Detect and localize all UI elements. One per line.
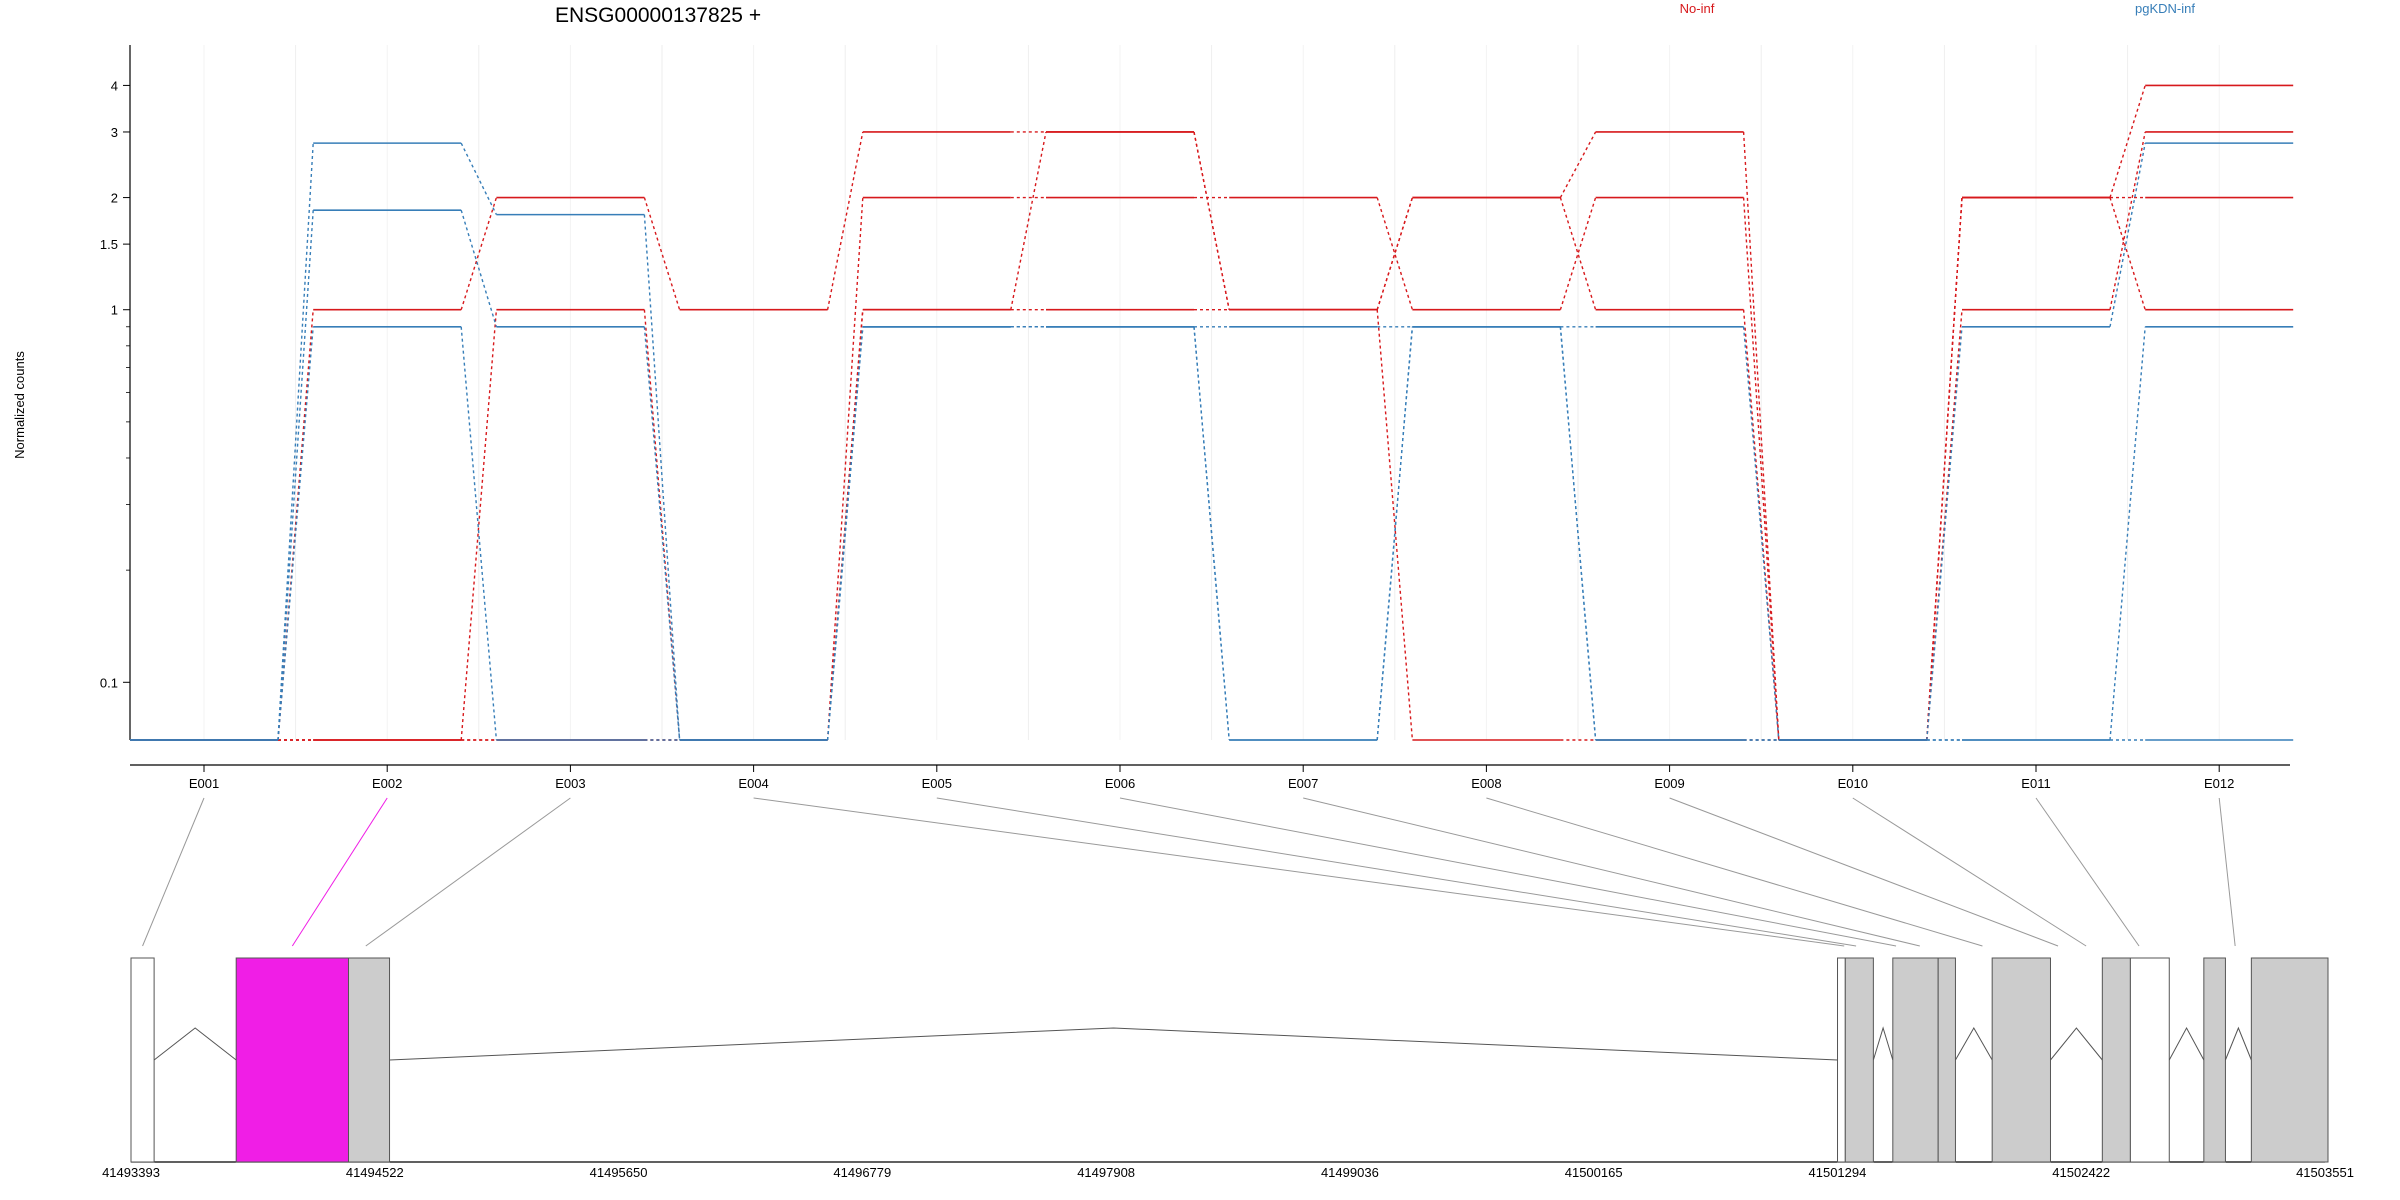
x-tick-label: E003 — [555, 776, 585, 791]
exon-connector — [2035, 797, 2140, 947]
exon-connector — [1852, 797, 2087, 947]
exon-box — [1844, 957, 1874, 1163]
data-transition — [1376, 197, 1414, 310]
x-tick-label: E010 — [1838, 776, 1868, 791]
exon-box — [1892, 957, 1939, 1163]
x-tick-label: E011 — [2021, 776, 2050, 791]
x-tick-label: E007 — [1288, 776, 1318, 791]
legend-label: No-inf — [1680, 1, 1715, 16]
data-transition — [1926, 197, 1963, 741]
data-transition — [1559, 197, 1597, 310]
exon-box — [2203, 957, 2226, 1163]
series-layer — [130, 84, 2294, 741]
axes-layer — [123, 45, 2290, 772]
x-tick-label: E005 — [922, 776, 952, 791]
data-transition — [643, 197, 681, 310]
genomic-coordinate-label: 41493393 — [102, 1165, 160, 1180]
text-layer: ENSG00000137825 + Normalized counts 0.1 1… — [12, 1, 2354, 1180]
exon-box — [1837, 957, 1846, 1163]
x-tick-label: E009 — [1654, 776, 1684, 791]
data-transition — [460, 209, 498, 327]
data-transition — [1376, 197, 1414, 310]
x-tick-label: E004 — [738, 776, 768, 791]
grid-layer — [203, 45, 2220, 740]
exon-box — [2101, 957, 2131, 1163]
exon-connector — [936, 797, 1857, 947]
x-tick-label: E012 — [2204, 776, 2234, 791]
intron — [1872, 1026, 1894, 1061]
y-tick-label: 0.1 — [100, 675, 118, 690]
data-transition — [277, 143, 314, 741]
genomic-coordinate-label: 41496779 — [833, 1165, 891, 1180]
data-transition — [1193, 131, 1230, 310]
y-tick-label: 1.5 — [100, 237, 118, 252]
intron — [2050, 1027, 2103, 1061]
intron — [389, 1027, 1838, 1061]
exon-connector — [291, 797, 388, 947]
intron — [2224, 1026, 2252, 1061]
genomic-coordinate-label: 41502422 — [2052, 1165, 2110, 1180]
legend-label: pgKDN-inf — [2135, 1, 2195, 16]
genomic-coordinate-label: 41503551 — [2296, 1165, 2354, 1180]
exon-connector — [1119, 797, 1897, 947]
exon-connector — [142, 797, 205, 947]
genomic-coordinate-label: 41500165 — [1565, 1165, 1623, 1180]
exon-connector — [1669, 797, 2059, 947]
data-transition — [2109, 85, 2146, 198]
exon-connector — [2218, 797, 2236, 947]
data-transition — [1742, 197, 1780, 741]
x-tick-label: E001 — [189, 776, 219, 791]
data-transition — [826, 197, 864, 741]
data-transition — [2109, 197, 2146, 310]
data-transition — [826, 131, 864, 310]
exon-connector — [365, 797, 571, 947]
x-tick-label: E008 — [1471, 776, 1501, 791]
data-transition — [1559, 131, 1597, 198]
connector-layer — [142, 797, 2236, 947]
chart-title: ENSG00000137825 + — [555, 4, 761, 27]
exon-connector — [1303, 797, 1920, 947]
gene-track — [130, 957, 2329, 1163]
y-axis-label: Normalized counts — [12, 351, 27, 459]
x-tick-label: E002 — [372, 776, 402, 791]
data-transition — [1559, 197, 1597, 310]
data-transition — [460, 142, 498, 215]
exon-box — [1937, 957, 1956, 1163]
y-tick-label: 3 — [111, 125, 118, 140]
exon-connector — [753, 797, 1845, 947]
exon-connector — [1486, 797, 1983, 947]
exon-box — [347, 957, 391, 1163]
exon-box — [235, 957, 349, 1163]
exon-box — [2129, 957, 2170, 1163]
y-tick-label: 4 — [111, 78, 118, 93]
data-transition — [277, 210, 314, 741]
genomic-coordinate-label: 41497908 — [1077, 1165, 1135, 1180]
genomic-coordinate-label: 41494522 — [346, 1165, 404, 1180]
exon-box — [2250, 957, 2329, 1163]
y-tick-label: 2 — [111, 191, 118, 206]
genomic-coordinate-label: 41499036 — [1321, 1165, 1379, 1180]
y-tick-label: 1 — [111, 303, 118, 318]
exon-box — [130, 957, 155, 1163]
x-tick-label: E006 — [1105, 776, 1135, 791]
genomic-coordinate-label: 41501294 — [1809, 1165, 1867, 1180]
data-transition — [2109, 131, 2146, 310]
data-transition — [2109, 143, 2146, 327]
data-transition — [1010, 131, 1047, 310]
exon-box — [1991, 957, 2051, 1163]
intron — [1955, 1026, 1993, 1061]
data-transition — [460, 197, 498, 310]
series-pgKDN-inf — [130, 325, 2294, 741]
genomic-coordinate-label: 41495650 — [590, 1165, 648, 1180]
intron — [153, 1027, 237, 1061]
data-transition — [643, 214, 681, 741]
intron — [2168, 1026, 2205, 1061]
